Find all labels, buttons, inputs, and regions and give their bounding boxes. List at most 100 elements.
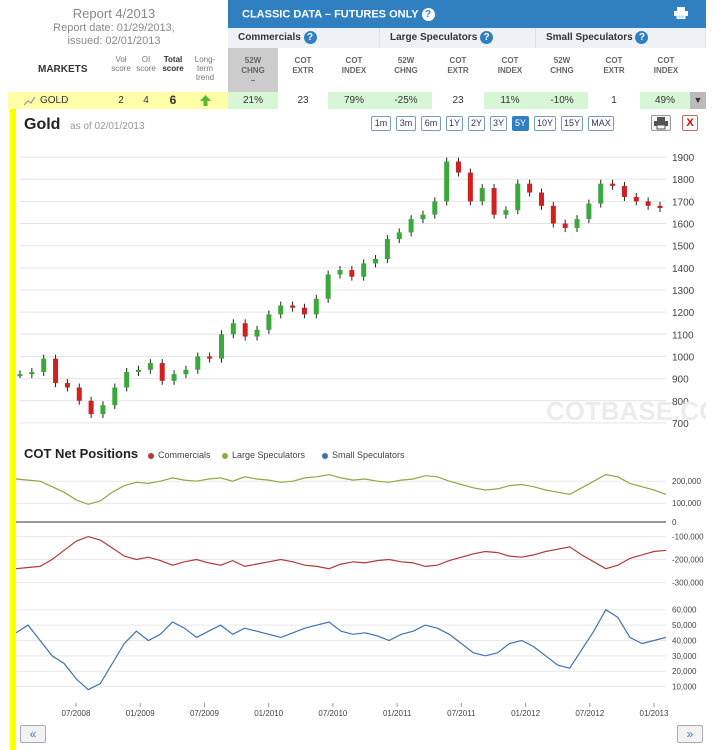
candle-body xyxy=(195,356,201,370)
y-tick-label: 1000 xyxy=(672,352,695,363)
oi-score: 4 xyxy=(143,95,149,106)
report-title: Report 4/2013 xyxy=(72,6,156,21)
subcol-52w-chng[interactable]: 52W CHNG – xyxy=(228,48,278,92)
candle-body xyxy=(147,363,153,370)
report-issued: issued: 02/01/2013 xyxy=(67,35,161,47)
classic-title: CLASSIC DATA – FUTURES ONLY ? xyxy=(242,8,435,21)
y-tick-label: 900 xyxy=(672,375,689,386)
candle-body xyxy=(218,334,224,359)
range-button-3m[interactable]: 3m xyxy=(396,116,416,131)
candle-body xyxy=(633,196,639,202)
candle-body xyxy=(266,314,272,330)
series-line-commercials xyxy=(16,535,667,570)
y-tick-label: 1400 xyxy=(672,264,695,275)
candle-body xyxy=(574,219,580,228)
legend-label: Commercials xyxy=(158,450,211,460)
large-spec-cot-extr: 23 xyxy=(432,92,484,109)
subcol-cot-index[interactable]: COT INDEX xyxy=(341,56,367,75)
candle-body xyxy=(88,400,94,415)
range-button-1m[interactable]: 1m xyxy=(371,116,391,131)
range-button-2y[interactable]: 2Y xyxy=(468,116,485,131)
y-tick-label: 100,000 xyxy=(672,499,701,508)
candle-body xyxy=(503,210,509,215)
next-button[interactable]: » xyxy=(677,725,703,743)
subcol-cot-index[interactable]: COT INDEX xyxy=(653,56,679,75)
up-arrow-icon xyxy=(200,95,211,106)
subcol-52w-chng[interactable]: 52W CHNG xyxy=(394,56,418,75)
series-line-small-speculators xyxy=(16,608,667,691)
candle-body xyxy=(373,258,379,264)
subcol-cot-index[interactable]: COT INDEX xyxy=(497,56,523,75)
x-tick-label: 07/2008 xyxy=(62,709,91,718)
candle-body xyxy=(242,323,248,337)
small-spec-52w-chng: -10% xyxy=(536,92,588,109)
print-button[interactable] xyxy=(651,115,671,131)
candle-body xyxy=(491,188,497,215)
large-spec-52w-chng: -25% xyxy=(380,92,432,109)
cot-chart: 0 100,000 200,000 -100,000 -200,000 -300,000 1… xyxy=(16,473,704,718)
range-button-10y[interactable]: 10Y xyxy=(534,116,556,131)
legend-small-speculators[interactable]: Small Speculators xyxy=(322,450,405,460)
subcol-cot-extr[interactable]: COT EXTR xyxy=(603,56,625,75)
x-tick-label: 01/2009 xyxy=(126,709,155,718)
report-info: Report 4/2013 Report date: 01/29/2013, i… xyxy=(0,0,228,92)
candle-body xyxy=(349,270,355,277)
candle-body xyxy=(171,374,177,381)
market-name[interactable]: GOLD xyxy=(40,95,69,106)
chart-title: Gold xyxy=(24,116,61,133)
small-spec-cot-index: 49% xyxy=(640,92,690,109)
x-tick-label: 07/2012 xyxy=(575,709,604,718)
range-button-3y[interactable]: 3Y xyxy=(490,116,507,131)
range-button-6m[interactable]: 6m xyxy=(421,116,441,131)
candle-body xyxy=(112,387,118,406)
range-button-5y[interactable]: 5Y xyxy=(512,116,529,131)
group-commercials-label: Commercials xyxy=(238,32,301,43)
group-small-speculators: Small Speculators ? xyxy=(536,28,706,48)
y-tick-label: 700 xyxy=(672,419,689,430)
candle-body xyxy=(64,383,70,388)
small-spec-cot-extr: 1 xyxy=(588,92,640,109)
legend-large-speculators[interactable]: Large Speculators xyxy=(222,450,305,460)
subcol-52w-chng[interactable]: 52W CHNG xyxy=(550,56,574,75)
candle-body xyxy=(467,172,473,202)
subcol-cot-extr[interactable]: COT EXTR xyxy=(447,56,469,75)
candle-body xyxy=(657,205,663,209)
group-commercials: Commercials ? xyxy=(228,28,380,48)
candle-body xyxy=(384,239,390,259)
help-icon[interactable]: ? xyxy=(635,30,649,44)
candle-body xyxy=(17,374,23,377)
range-button-1y[interactable]: 1Y xyxy=(446,116,463,131)
candle-body xyxy=(479,188,485,202)
range-button-15y[interactable]: 15Y xyxy=(561,116,583,131)
candle-body xyxy=(337,270,343,275)
table-row[interactable]: GOLD 2 4 6 21% 23 79% -25% 23 11% -10% 1… xyxy=(8,92,706,109)
commercials-52w-chng: 21% xyxy=(228,92,278,109)
large-spec-cot-index: 11% xyxy=(484,92,536,109)
legend-dot xyxy=(148,452,154,459)
y-tick-label: 1800 xyxy=(672,175,695,186)
candle-body xyxy=(598,183,604,204)
expand-icon[interactable]: ▼ xyxy=(690,92,706,109)
mini-chart-icon xyxy=(24,96,36,106)
subcol-cot-extr[interactable]: COT EXTR xyxy=(292,56,314,75)
range-button-max[interactable]: MAX xyxy=(588,116,614,131)
print-icon[interactable] xyxy=(674,7,688,19)
help-icon[interactable]: ? xyxy=(480,30,494,44)
y-tick-label: 1300 xyxy=(672,286,695,297)
candle-body xyxy=(562,223,568,228)
x-tick-label: 07/2009 xyxy=(190,709,219,718)
close-button[interactable]: X xyxy=(682,115,698,131)
help-icon[interactable]: ? xyxy=(303,30,317,44)
legend-commercials[interactable]: Commercials xyxy=(148,450,211,460)
candle-body xyxy=(456,161,462,173)
y-tick-label: -200,000 xyxy=(672,556,704,565)
candle-body xyxy=(610,183,616,186)
prev-button[interactable]: « xyxy=(20,725,46,743)
y-tick-label: 50,000 xyxy=(672,621,697,630)
y-tick-label: 1600 xyxy=(672,220,695,231)
trend-header: Long- term trend xyxy=(194,55,216,82)
commercials-cot-extr: 23 xyxy=(278,92,328,109)
candle-body xyxy=(301,307,307,315)
commercials-cot-index: 79% xyxy=(328,92,380,109)
help-icon[interactable]: ? xyxy=(421,8,435,21)
